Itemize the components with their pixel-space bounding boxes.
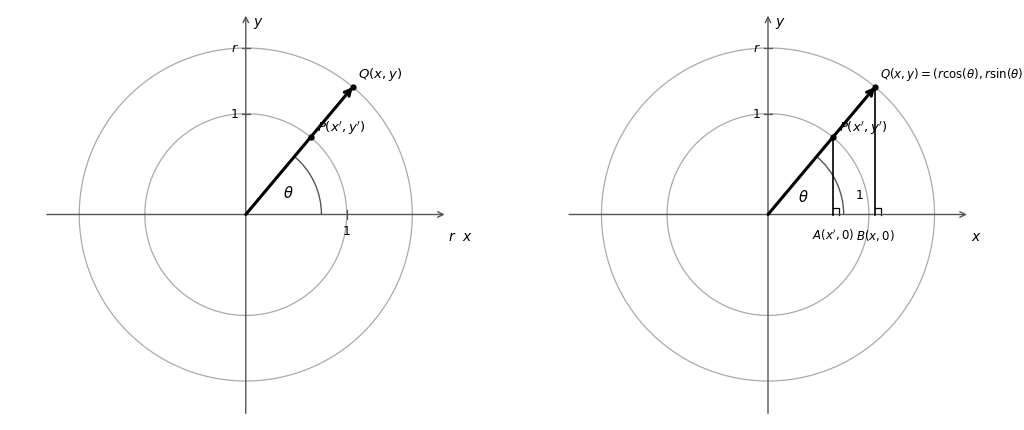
Text: $B(x,0)$: $B(x,0)$	[856, 227, 894, 242]
Text: $Q(x,y)$: $Q(x,y)$	[357, 66, 401, 83]
Text: $r$: $r$	[231, 43, 239, 55]
Text: $P(x',y')$: $P(x',y')$	[839, 120, 888, 137]
Text: $A(x',0)$: $A(x',0)$	[812, 227, 854, 243]
Text: $y$: $y$	[775, 16, 785, 31]
Text: $1$: $1$	[230, 108, 239, 121]
Text: $r$: $r$	[754, 43, 761, 55]
Text: $P(x',y')$: $P(x',y')$	[316, 120, 366, 137]
Text: $\theta$: $\theta$	[283, 185, 294, 201]
Text: $x$: $x$	[971, 229, 981, 243]
Text: $1$: $1$	[855, 189, 863, 202]
Text: $\theta$: $\theta$	[798, 189, 809, 205]
Text: $1$: $1$	[753, 108, 761, 121]
Text: $Q(x,y) = (r\cos(\theta), r\sin(\theta))$: $Q(x,y) = (r\cos(\theta), r\sin(\theta))…	[880, 66, 1024, 83]
Text: $1$: $1$	[342, 224, 351, 237]
Text: $y$: $y$	[253, 16, 263, 31]
Text: $r$  $x$: $r$ $x$	[449, 229, 473, 243]
